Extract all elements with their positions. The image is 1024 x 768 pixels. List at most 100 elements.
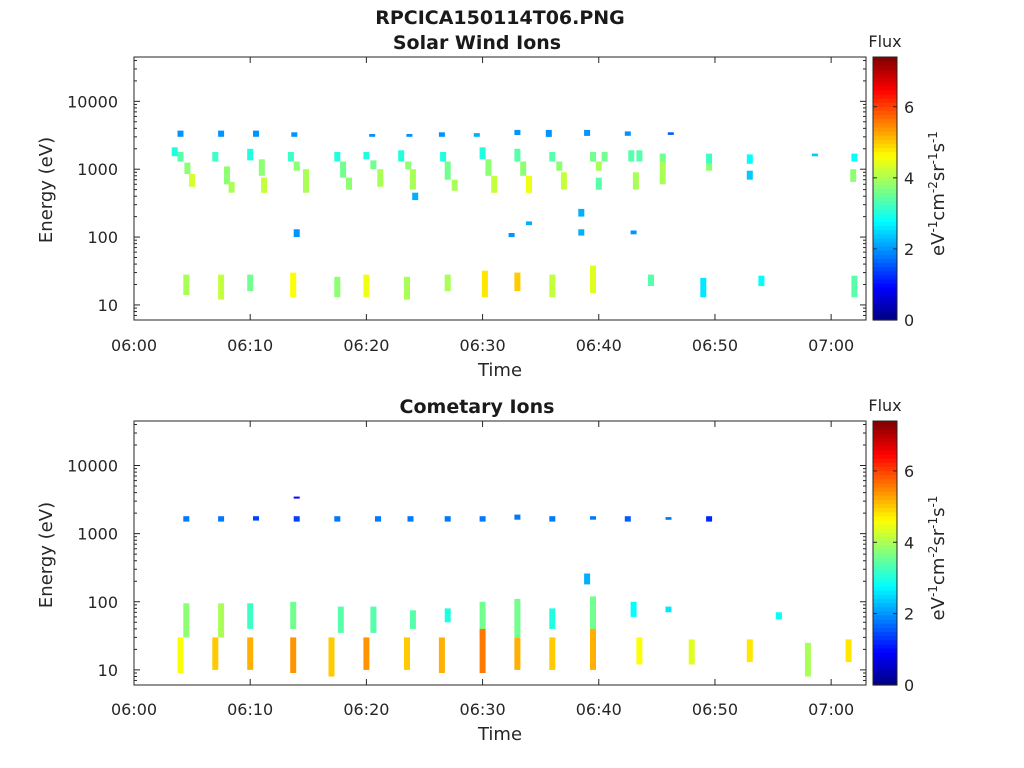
y-tick-label: 1000: [77, 525, 118, 544]
colorbar-segment: [873, 672, 897, 678]
colorbar-segment: [873, 184, 897, 190]
heatmap-cell: [601, 151, 608, 162]
heatmap-cell: [183, 603, 190, 638]
colorbar-segment: [873, 221, 897, 227]
colorbar-segment: [873, 93, 897, 99]
heatmap-cell: [665, 606, 672, 613]
colorbar-segment: [873, 470, 897, 476]
colorbar-segment: [873, 623, 897, 628]
heatmap-cell: [706, 516, 713, 522]
heatmap-cell: [451, 179, 458, 191]
heatmap-cell: [440, 151, 447, 162]
heatmap-cell: [370, 606, 377, 633]
heatmap-cell: [293, 516, 300, 522]
colorbar-segment: [873, 656, 897, 661]
colorbar-segment: [873, 130, 897, 136]
colorbar-segment: [873, 89, 897, 95]
heatmap-cell: [479, 147, 486, 160]
colorbar-segment: [873, 581, 897, 587]
colorbar-segment: [873, 482, 897, 488]
colorbar-segment: [873, 237, 897, 243]
y-tick-label: 1000: [77, 160, 118, 179]
heatmap-cell: [485, 159, 492, 176]
colorbar-segment: [873, 577, 897, 583]
colorbar-segment: [873, 437, 897, 443]
colorbar-frame: [872, 56, 898, 321]
heatmap-cell: [218, 603, 225, 638]
heatmap-cell: [514, 514, 521, 520]
heatmap-cell: [595, 177, 602, 190]
colorbar-segment: [873, 548, 897, 554]
heatmap-cell: [746, 639, 753, 663]
colorbar-segment: [873, 77, 897, 83]
heatmap-cell: [218, 516, 225, 522]
colorbar-tick-label: 4: [904, 169, 914, 188]
y-tick-label: 100: [87, 593, 118, 612]
heatmap-cell: [438, 637, 445, 673]
colorbar-frame: [872, 420, 898, 686]
colorbar-segment: [873, 307, 897, 313]
heatmap-cell: [514, 637, 521, 670]
colorbar-segment: [873, 614, 897, 620]
heatmap-cell: [549, 151, 556, 162]
colorbar-segment: [873, 631, 897, 637]
colorbar-segment: [873, 287, 897, 292]
colorbar-segment: [873, 602, 897, 608]
heatmap-cell: [473, 133, 480, 137]
heatmap-cell: [218, 130, 225, 137]
x-tick-label: 06:00: [111, 336, 157, 355]
colorbar-segment: [873, 528, 897, 533]
colorbar-segment: [873, 466, 897, 472]
heatmap-cell: [189, 174, 196, 187]
y-tick-label: 10000: [67, 457, 118, 476]
colorbar-segment: [873, 110, 897, 116]
heatmap-cell: [578, 208, 585, 217]
heatmap-cell: [688, 639, 695, 665]
heatmap-cell: [253, 130, 259, 137]
heatmap-cell: [375, 516, 381, 522]
x-tick-label: 06:30: [460, 700, 506, 719]
colorbar-segment: [873, 102, 897, 107]
colorbar-tick-label: 6: [904, 462, 914, 481]
heatmap-cell: [337, 606, 344, 633]
x-tick-label: 06:20: [343, 700, 389, 719]
heatmap-cell: [706, 163, 713, 171]
colorbar-segment: [873, 499, 897, 505]
heatmap-cell: [346, 177, 352, 190]
x-tick-label: 07:00: [808, 700, 854, 719]
heatmap-cell: [514, 129, 521, 135]
heatmap-cell: [665, 517, 672, 520]
heatmap-cell: [253, 516, 259, 521]
heatmap-cell: [406, 134, 413, 137]
colorbar-segment: [873, 433, 897, 439]
heatmap-cell: [804, 642, 811, 677]
colorbar-segment: [873, 619, 897, 624]
heatmap-cell: [479, 516, 486, 522]
colorbar-segment: [873, 515, 897, 521]
colorbar-tick-label: 2: [904, 240, 914, 259]
colorbar-tick-label: 0: [904, 311, 914, 330]
heatmap-cell: [479, 601, 486, 638]
colorbar-segment: [873, 647, 897, 653]
colorbar-segment: [873, 139, 897, 144]
heatmap-cell: [481, 270, 488, 298]
colorbar-segment: [873, 553, 897, 558]
colorbar-segment: [873, 254, 897, 259]
heatmap-cell: [549, 516, 556, 522]
heatmap-cell: [624, 516, 631, 522]
heatmap-cell: [706, 153, 713, 164]
colorbar-segment: [873, 643, 897, 649]
heatmap-cell: [520, 161, 527, 176]
heatmap-cell: [218, 274, 225, 300]
heatmap-cell: [290, 637, 297, 673]
colorbar-segment: [873, 495, 897, 500]
colorbar-segment: [873, 594, 897, 599]
colorbar-segment: [873, 262, 897, 268]
panel-title: Cometary Ions: [400, 396, 555, 418]
colorbar-segment: [873, 680, 897, 686]
heatmap-cell: [636, 637, 643, 665]
heatmap-cell: [444, 516, 451, 522]
heatmap-cell: [628, 150, 635, 162]
heatmap-cell: [183, 516, 190, 522]
